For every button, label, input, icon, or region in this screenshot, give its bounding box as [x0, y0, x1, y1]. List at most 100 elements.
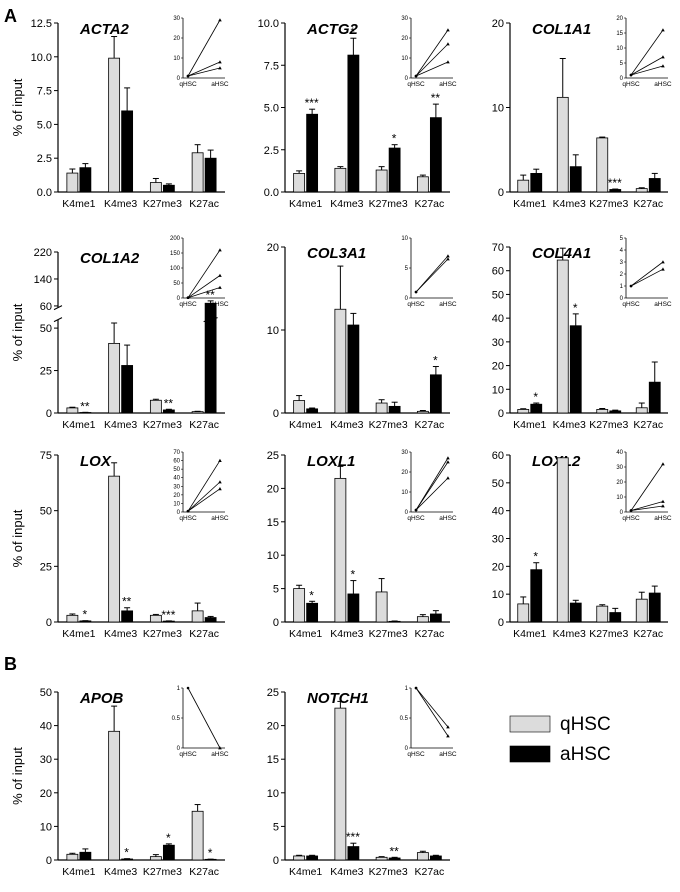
bar-ahsc-k27me3 [162, 409, 175, 414]
bar-ahsc-k4me1 [306, 408, 319, 414]
inset-line [187, 287, 221, 299]
y-tick-label: 60 [40, 301, 52, 313]
bar-qhsc-k27ac [416, 616, 429, 623]
inset-x-tick-label: aHSC [439, 751, 457, 758]
inset-x-tick-label: aHSC [211, 301, 229, 308]
x-tick-label: K4me1 [289, 198, 322, 210]
inset-x-tick-label: qHSC [179, 301, 197, 308]
y-tick-label: 0.0 [264, 187, 279, 199]
bar-qhsc-k27me3 [375, 402, 388, 414]
x-tick-label: K27ac [189, 628, 219, 640]
chart-title: LOX [80, 453, 112, 470]
inset-y-tick-label: 40 [616, 450, 623, 456]
bar-qhsc-k4me3 [334, 167, 347, 193]
inset-point [186, 296, 190, 300]
inset-line [415, 687, 449, 728]
significance-marker: ** [122, 595, 132, 609]
inset-point [446, 476, 450, 480]
x-tick-label: K4me3 [330, 419, 363, 431]
bar-ahsc-k4me1 [79, 167, 92, 193]
bar-ahsc-k27me3 [388, 147, 401, 193]
bar-ahsc-k27me3 [609, 410, 622, 414]
inset-apob: 0 0.5 1 qHSC aHSC [172, 686, 229, 758]
significance-marker: * [392, 132, 397, 146]
y-tick-label: 30 [492, 534, 504, 546]
y-tick-label: 220 [34, 247, 52, 259]
inset-y-tick-label: 3 [620, 260, 624, 266]
x-tick-label: K27me3 [589, 198, 628, 210]
significance-marker: * [351, 568, 356, 582]
bar-qhsc-k27ac [635, 407, 648, 414]
bar-qhsc-k27me3 [596, 605, 609, 623]
inset-point [218, 458, 222, 462]
axis-break-mark [53, 317, 63, 323]
bar-ahsc-k4me3 [347, 846, 360, 861]
bar-break-mark [203, 317, 218, 323]
y-tick-label: 10 [492, 103, 504, 115]
inset-point [414, 686, 418, 690]
inset-y-tick-label: 150 [170, 251, 181, 257]
axis-break-mark [53, 305, 63, 311]
bar-ahsc-k4me3 [121, 610, 134, 623]
inset-line [187, 19, 221, 77]
inset-y-tick-label: 50 [173, 467, 180, 473]
inset-line [187, 460, 221, 512]
bar-qhsc-k27me3 [149, 399, 162, 414]
y-tick-label: 0 [273, 408, 279, 420]
bar-qhsc-k27me3 [596, 409, 609, 414]
y-tick-label: 10 [267, 550, 279, 562]
bar-qhsc-k4me3 [556, 259, 569, 414]
inset-y-tick-label: 5 [620, 61, 624, 67]
bar-ahsc-k4me1 [306, 113, 319, 193]
chart-title: ACTA2 [79, 21, 130, 38]
bar-ahsc-k4me3 [569, 325, 582, 414]
inset-point [629, 284, 633, 288]
inset-y-tick-label: 20 [616, 16, 623, 22]
chart-col3a1: 0 10 20 COL3A1 K4me1 K4me3 K27me3 K27ac * 0 5 10 qHS… [267, 236, 457, 431]
inset-point [446, 254, 450, 258]
y-tick-label: 60 [492, 266, 504, 278]
inset-line [415, 61, 449, 77]
bar-qhsc-k4me1 [66, 407, 79, 414]
inset-acta2: 0 10 20 30 qHSC aHSC [173, 16, 229, 88]
y-tick-label: 2.5 [37, 153, 52, 165]
inset-point [218, 487, 222, 491]
inset-point [186, 509, 190, 513]
y-tick-label: 0 [273, 617, 279, 629]
inset-x-tick-label: aHSC [439, 301, 457, 308]
panel-label-a: A [4, 6, 17, 26]
inset-y-tick-label: 20 [401, 36, 408, 42]
inset-line [187, 488, 221, 512]
y-tick-label: 0 [46, 617, 52, 629]
significance-marker: *** [161, 608, 175, 622]
x-tick-label: K4me1 [62, 419, 95, 431]
x-tick-label: K27me3 [369, 866, 408, 878]
x-tick-label: K4me1 [289, 419, 322, 431]
inset-loxl1: 0 10 20 30 qHSC aHSC [401, 450, 457, 522]
y-tick-label: 7.5 [37, 86, 52, 98]
y-tick-label: 40 [492, 506, 504, 518]
x-tick-label: K4me1 [289, 628, 322, 640]
inset-y-tick-label: 20 [173, 493, 180, 499]
inset-line [630, 29, 664, 76]
inset-y-tick-label: 30 [173, 484, 180, 490]
y-tick-label: 7.5 [264, 60, 279, 72]
y-tick-label: 20 [267, 483, 279, 495]
chart-title: APOB [79, 690, 124, 707]
inset-x-tick-label: aHSC [439, 515, 457, 522]
bar-ahsc-k4me3 [347, 54, 360, 193]
y-tick-label: 0 [498, 408, 504, 420]
y-tick-label: 10 [40, 821, 52, 833]
inset-point [661, 504, 665, 508]
chart-loxl1: 0 5 10 15 20 25 LOXL1 K4me1 * K4me3 * K27me3 K27ac 0 1… [267, 450, 457, 640]
bar-qhsc-k27ac [416, 176, 429, 193]
bar-qhsc-k4me1 [293, 588, 306, 623]
bar-qhsc-k4me1 [293, 173, 306, 193]
inset-line [415, 43, 449, 77]
y-tick-label: 30 [40, 754, 52, 766]
inset-point [218, 60, 222, 64]
y-tick-label: 0 [498, 617, 504, 629]
inset-point [186, 74, 190, 78]
bar-qhsc-k4me3 [556, 96, 569, 193]
inset-point [629, 73, 633, 77]
